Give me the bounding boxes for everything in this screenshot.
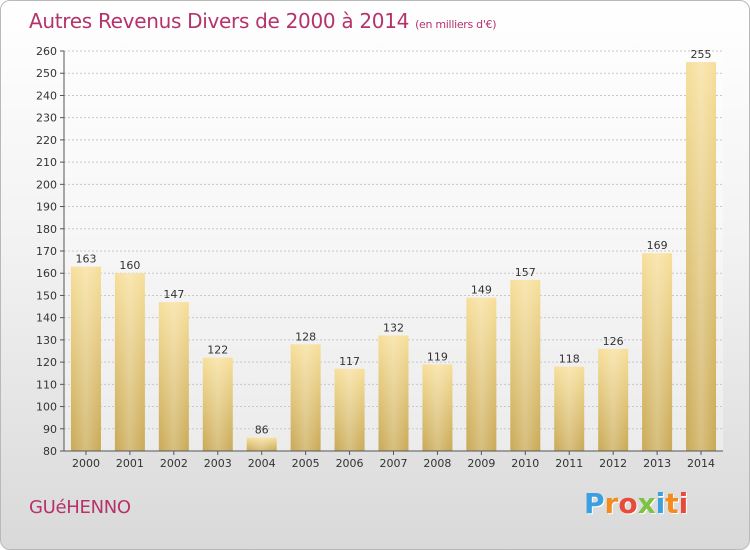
x-tick-label: 2010: [511, 457, 539, 470]
y-tick-label: 160: [36, 267, 57, 280]
logo-letter: i: [655, 487, 666, 520]
value-label: 118: [559, 353, 580, 366]
value-label: 126: [603, 335, 624, 348]
y-tick-label: 150: [36, 289, 57, 302]
bar-shine: [378, 335, 409, 451]
y-tick-label: 220: [36, 134, 57, 147]
chart-title: Autres Revenus Divers de 2000 à 2014 (en …: [29, 9, 497, 33]
bar-shine: [686, 62, 717, 451]
commune-name: GUéHENNO: [29, 497, 131, 518]
chart-title-main: Autres Revenus Divers de 2000 à 2014: [29, 9, 410, 33]
y-tick-label: 130: [36, 334, 57, 347]
x-tick-label: 2005: [292, 457, 320, 470]
bar-shine: [114, 273, 145, 451]
axis-layer: 80 90 100 110 120 130 140 150 160 170 180 190 200 210…: [36, 45, 723, 470]
logo-letter: r: [604, 487, 619, 520]
y-tick-label: 210: [36, 156, 57, 169]
logo-letter: x: [637, 487, 656, 520]
x-tick-label: 2011: [555, 457, 583, 470]
value-label: 122: [207, 344, 228, 357]
y-tick-label: 120: [36, 356, 57, 369]
y-tick-label: 230: [36, 112, 57, 125]
bar-shine: [466, 297, 497, 451]
bar-shine: [158, 302, 189, 451]
bar-shine: [290, 344, 321, 451]
value-label: 160: [119, 259, 140, 272]
y-tick-label: 140: [36, 312, 57, 325]
value-label: 86: [255, 424, 269, 437]
y-tick-label: 260: [36, 45, 57, 58]
value-label: 157: [515, 266, 536, 279]
bar-shine: [246, 437, 277, 451]
x-tick-label: 2008: [423, 457, 451, 470]
y-tick-label: 250: [36, 67, 57, 80]
logo-letter: t: [665, 487, 679, 520]
bar-shine: [70, 266, 101, 451]
value-label: 147: [163, 288, 184, 301]
value-label: 149: [471, 284, 492, 297]
x-tick-label: 2009: [467, 457, 495, 470]
bar-shine: [510, 279, 541, 451]
y-tick-label: 180: [36, 223, 57, 236]
x-tick-label: 2006: [336, 457, 364, 470]
x-tick-label: 2002: [160, 457, 188, 470]
y-tick-label: 170: [36, 245, 57, 258]
x-tick-label: 2007: [380, 457, 408, 470]
bar-shine: [642, 253, 673, 451]
y-tick-label: 90: [43, 423, 57, 436]
chart-title-sub: (en milliers d'€): [415, 18, 497, 31]
value-label: 169: [647, 239, 668, 252]
logo-letter: P: [584, 487, 605, 520]
proxiti-logo: Proxiti: [584, 487, 688, 527]
x-tick-label: 2014: [687, 457, 715, 470]
y-tick-label: 100: [36, 401, 57, 414]
x-tick-label: 2001: [116, 457, 144, 470]
x-tick-label: 2012: [599, 457, 627, 470]
value-label: 119: [427, 350, 448, 363]
value-label: 132: [383, 321, 404, 334]
bar-shine: [334, 368, 365, 451]
bar-shine: [598, 348, 629, 451]
value-label: 117: [339, 355, 360, 368]
y-tick-label: 110: [36, 378, 57, 391]
bar-shine: [202, 357, 233, 451]
x-tick-label: 2004: [248, 457, 276, 470]
value-label: 128: [295, 330, 316, 343]
logo-letter: o: [618, 487, 638, 520]
y-tick-label: 190: [36, 201, 57, 214]
bar-shine: [554, 366, 585, 451]
bar-layer: 163 160 147 122 86 128 117 132 119 149 157 118 126 16…: [70, 48, 717, 451]
value-label: 163: [75, 253, 96, 266]
logo-letter: i: [678, 487, 689, 520]
x-tick-label: 2000: [72, 457, 100, 470]
x-tick-label: 2003: [204, 457, 232, 470]
x-tick-label: 2013: [643, 457, 671, 470]
value-label: 255: [691, 48, 712, 61]
y-tick-label: 200: [36, 178, 57, 191]
y-tick-label: 80: [43, 445, 57, 458]
y-tick-label: 240: [36, 89, 57, 102]
bar-shine: [422, 364, 453, 451]
